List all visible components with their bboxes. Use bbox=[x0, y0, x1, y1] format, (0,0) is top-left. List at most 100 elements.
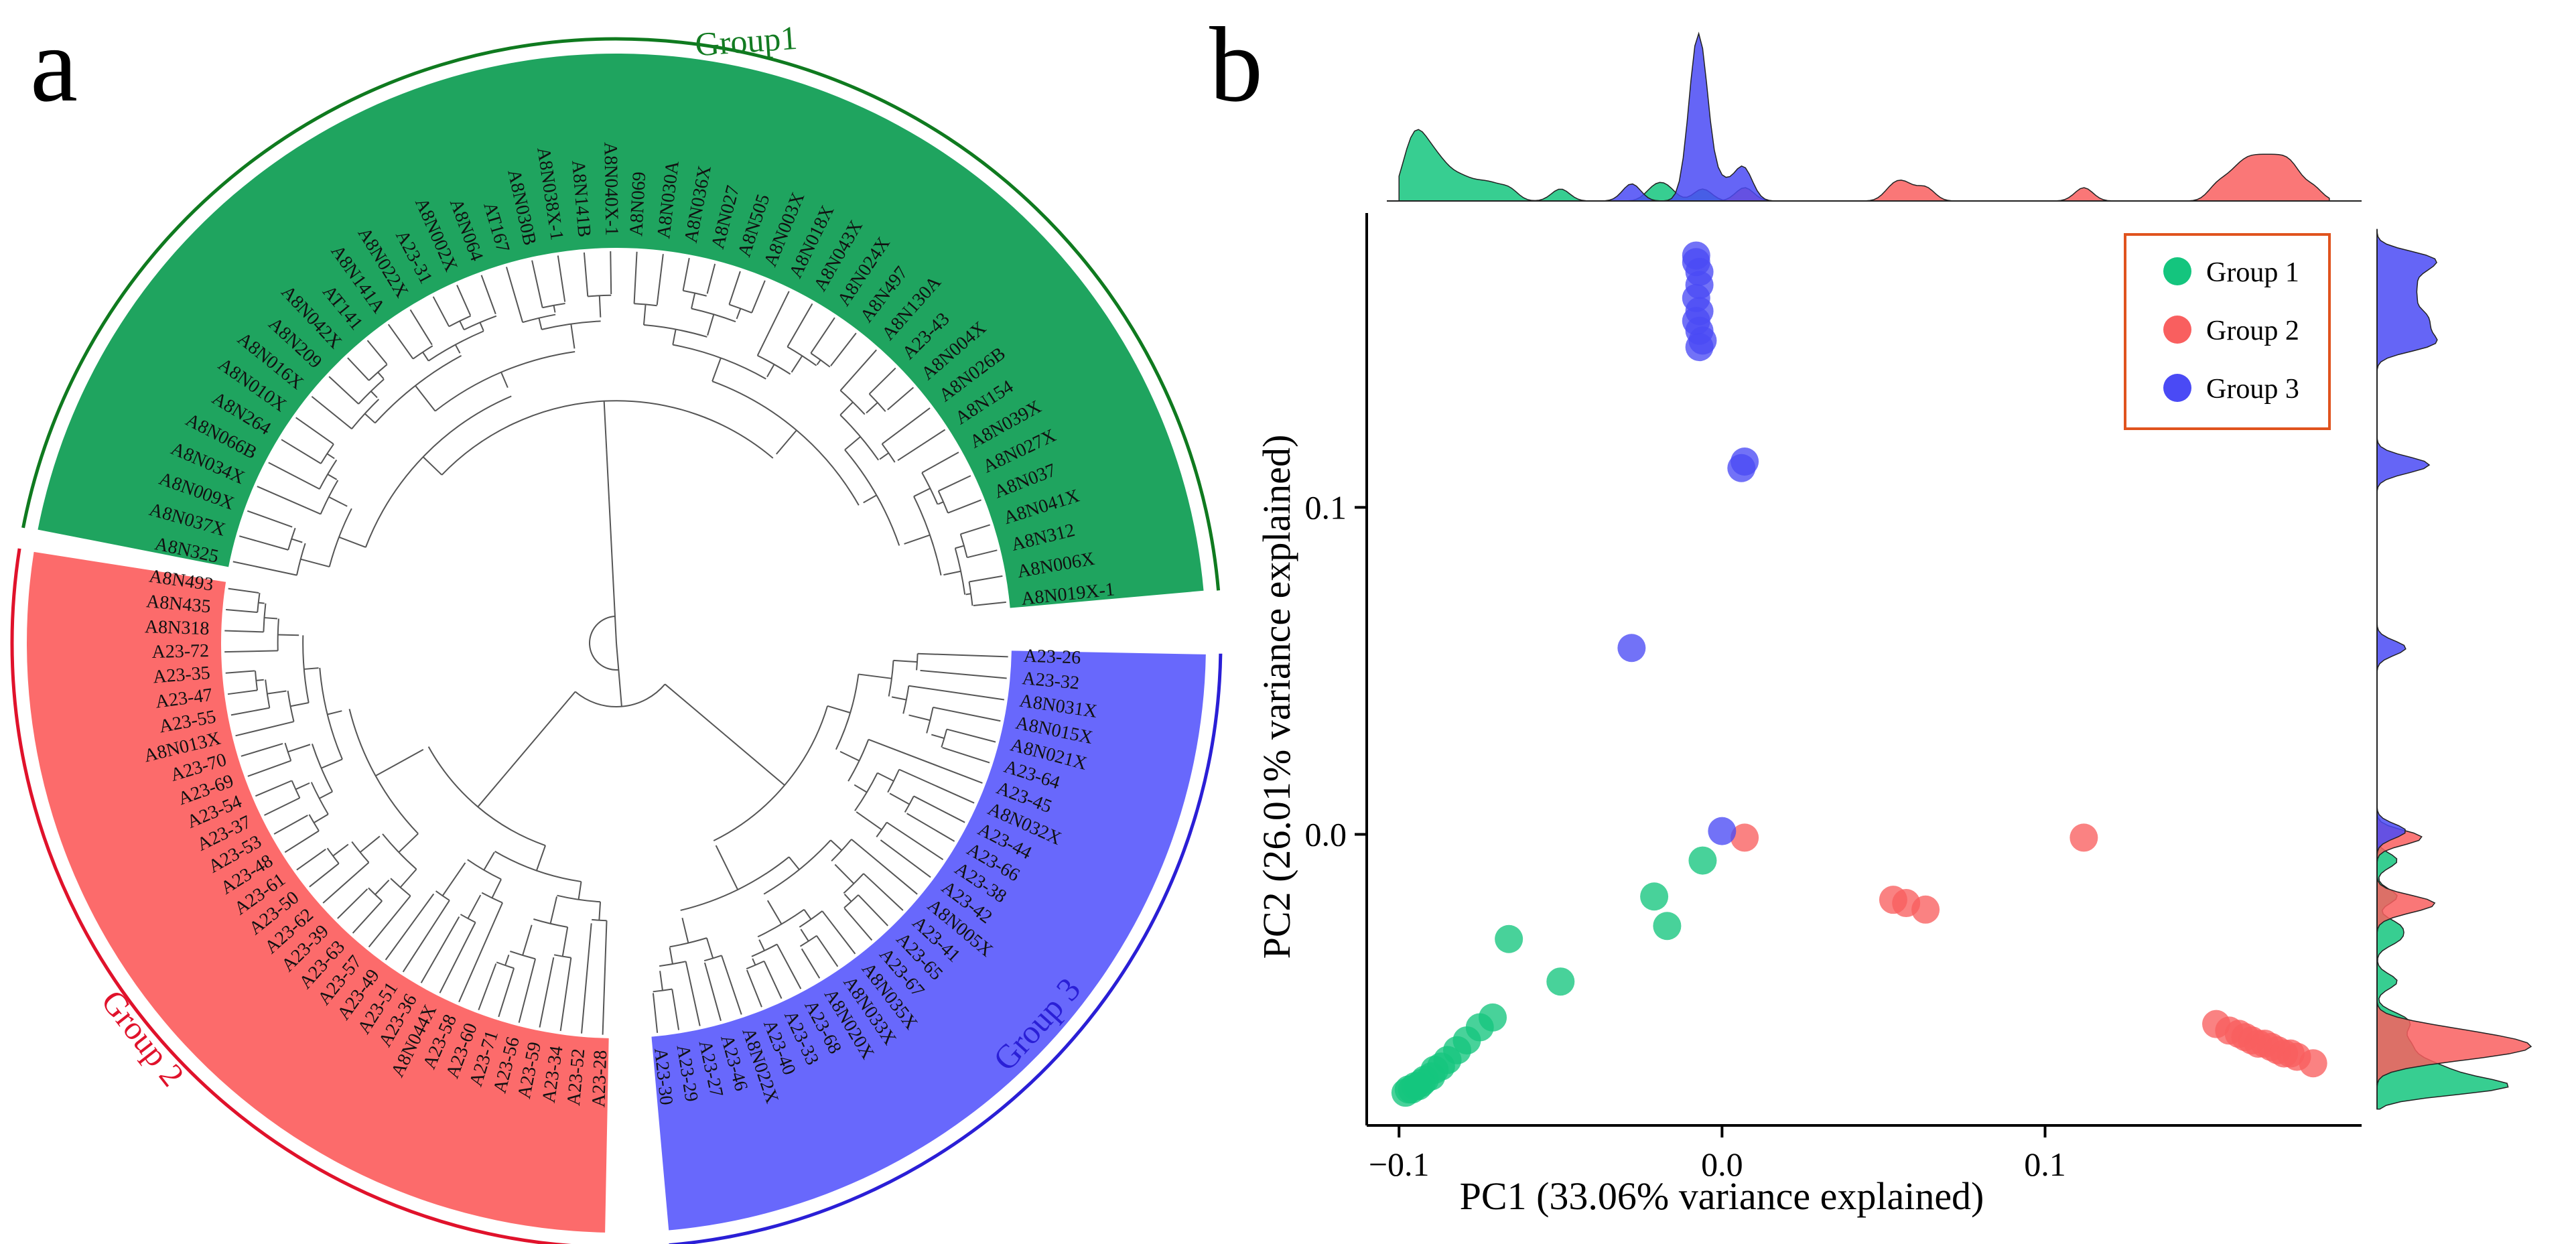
branch bbox=[224, 650, 278, 653]
branch bbox=[432, 296, 450, 327]
branch bbox=[387, 324, 414, 360]
branch bbox=[247, 510, 293, 528]
branch bbox=[904, 795, 914, 813]
branch bbox=[937, 501, 944, 505]
branch bbox=[834, 863, 855, 884]
branch bbox=[706, 263, 716, 294]
branch bbox=[332, 843, 349, 857]
branch bbox=[227, 689, 258, 695]
branch bbox=[296, 848, 326, 871]
branch bbox=[239, 535, 289, 551]
legend-marker bbox=[2163, 374, 2191, 402]
branch bbox=[598, 295, 602, 318]
branch bbox=[921, 452, 959, 474]
point-group-2 bbox=[1731, 823, 1759, 852]
branch bbox=[553, 954, 571, 959]
point-group-3 bbox=[1708, 817, 1737, 845]
point-group-3 bbox=[1685, 333, 1714, 362]
branch bbox=[255, 780, 292, 797]
branch bbox=[459, 320, 465, 330]
branch bbox=[602, 920, 608, 1035]
branch bbox=[287, 527, 296, 551]
branch bbox=[954, 548, 966, 595]
branch bbox=[721, 955, 742, 1015]
branch bbox=[390, 878, 411, 897]
branch bbox=[464, 315, 497, 331]
x-tick-label: −0.1 bbox=[1369, 1146, 1430, 1183]
branch bbox=[960, 524, 991, 535]
branch bbox=[327, 710, 342, 715]
branch bbox=[810, 352, 831, 368]
x-tick-label: 0.0 bbox=[1701, 1146, 1743, 1183]
right-density-group-1 bbox=[2376, 229, 2509, 1110]
point-group-2 bbox=[2070, 823, 2098, 852]
branch bbox=[321, 758, 343, 769]
branch bbox=[766, 900, 783, 925]
branch bbox=[906, 813, 955, 842]
legend: Group 1 Group 2 Group 3 bbox=[2124, 233, 2331, 430]
branch bbox=[831, 839, 852, 861]
branch bbox=[603, 401, 608, 450]
branch bbox=[368, 364, 388, 381]
branch bbox=[322, 861, 370, 904]
panel-a-dendrogram: a A8N325A8N037XA8N009XA8N034XA8N066BA8N2… bbox=[10, 5, 1223, 1244]
branch bbox=[226, 609, 258, 614]
branch bbox=[788, 856, 800, 870]
scatter-axes: −0.1 0.0 0.1 0.0 0.1 bbox=[1305, 213, 2362, 1183]
top-density-group-3 bbox=[1399, 31, 2329, 202]
branch bbox=[854, 772, 878, 811]
branch bbox=[671, 989, 680, 1030]
branch bbox=[498, 968, 515, 1018]
branch bbox=[454, 344, 461, 354]
branch bbox=[328, 496, 348, 507]
group-arc-3 bbox=[669, 653, 1223, 1244]
branch bbox=[728, 271, 741, 305]
sector-group-2 bbox=[26, 551, 609, 1233]
group-sectors bbox=[26, 54, 1206, 1233]
branch bbox=[368, 887, 383, 902]
branch bbox=[947, 499, 981, 514]
branch bbox=[522, 314, 556, 324]
branch bbox=[723, 733, 785, 786]
branch bbox=[228, 588, 259, 594]
branch bbox=[652, 993, 659, 1033]
branch bbox=[933, 706, 1001, 722]
branch bbox=[268, 462, 320, 490]
branch bbox=[610, 251, 612, 295]
branch bbox=[303, 667, 319, 670]
branch bbox=[843, 908, 873, 941]
point-group-1 bbox=[1391, 1079, 1420, 1107]
branch bbox=[257, 486, 322, 515]
sector-group-3 bbox=[651, 650, 1206, 1231]
branch bbox=[606, 449, 617, 644]
branch bbox=[377, 372, 385, 380]
branch bbox=[518, 959, 537, 1023]
branch bbox=[787, 346, 817, 366]
branch bbox=[908, 685, 1005, 701]
branch bbox=[291, 538, 303, 543]
branch bbox=[531, 260, 543, 308]
branch bbox=[881, 407, 931, 445]
branch bbox=[672, 329, 677, 345]
branch bbox=[583, 252, 589, 297]
branch bbox=[460, 914, 476, 923]
branch bbox=[904, 534, 931, 545]
branch bbox=[549, 896, 558, 924]
branch bbox=[491, 879, 502, 898]
branch bbox=[659, 971, 663, 991]
branch bbox=[616, 642, 622, 707]
branch bbox=[801, 948, 821, 979]
branch bbox=[800, 928, 809, 942]
branch bbox=[398, 833, 419, 853]
branch bbox=[868, 738, 983, 784]
branch bbox=[913, 488, 931, 497]
branch bbox=[409, 309, 433, 346]
top-marginal-density bbox=[1387, 31, 2362, 202]
branch bbox=[290, 702, 309, 707]
branch bbox=[839, 349, 877, 391]
branch bbox=[691, 293, 696, 309]
branch bbox=[311, 396, 352, 429]
branch bbox=[347, 357, 370, 381]
branch bbox=[752, 958, 756, 966]
branch bbox=[319, 790, 333, 799]
